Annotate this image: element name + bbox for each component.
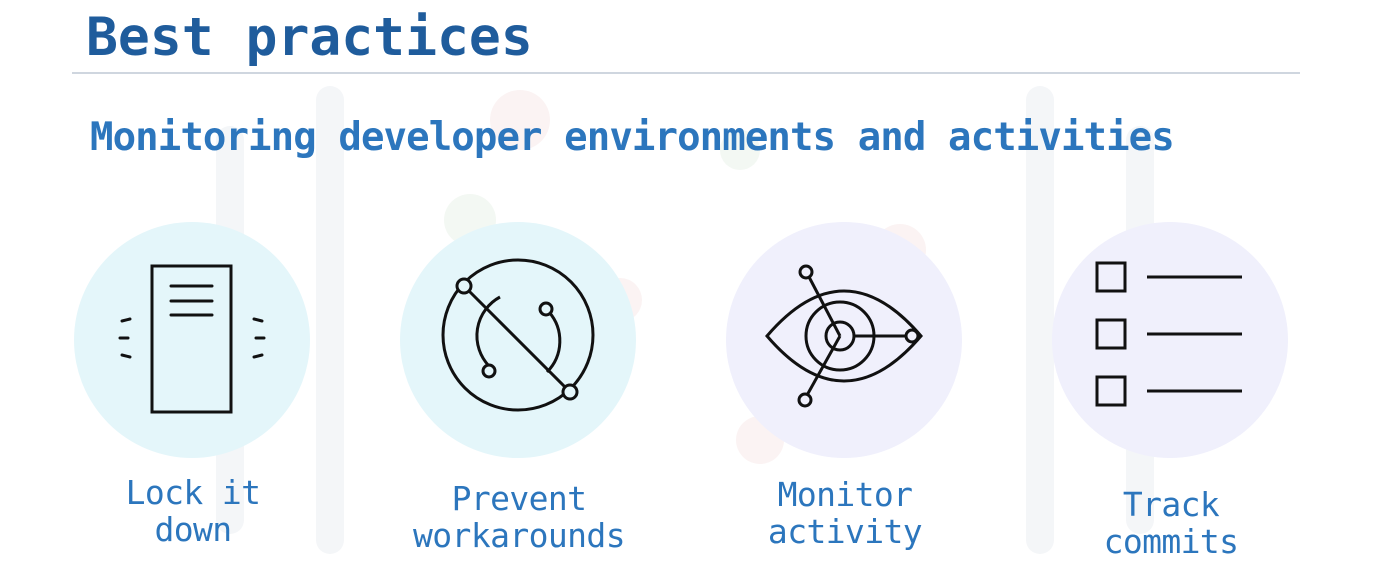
server-lock-icon [118,264,266,414]
title-divider [72,72,1300,74]
slide-subtitle: Monitoring developer environments and ac… [90,115,1175,160]
practice-card-prevent-workarounds: Prevent workarounds [384,218,654,570]
label-line-1: Lock it [125,473,261,512]
icon-circle [1052,222,1288,458]
practice-card-track-commits: Track commits [1036,218,1306,570]
label-line-2: commits [1103,522,1239,561]
label-line-1: Prevent [451,479,587,518]
practice-card-monitor-activity: Monitor activity [710,218,980,570]
label-line-2: activity [767,512,923,551]
icon-circle [400,222,636,458]
label-line-2: workarounds [413,516,626,555]
label-line-1: Track [1122,485,1220,524]
practice-label: Lock it down [38,474,348,548]
prevent-workaround-icon [441,258,595,412]
checklist-icon [1095,261,1242,407]
practice-label: Monitor activity [690,476,1000,550]
label-line-2: down [154,510,232,549]
practice-label: Track commits [1016,486,1326,560]
practice-label: Prevent workarounds [364,480,674,554]
eye-monitor-icon [765,264,923,408]
practice-card-lock-it-down: Lock it down [58,218,328,570]
icon-circle [726,222,962,458]
icon-circle [74,222,310,458]
slide-title: Best practices [86,7,533,68]
label-line-1: Monitor [777,475,913,514]
